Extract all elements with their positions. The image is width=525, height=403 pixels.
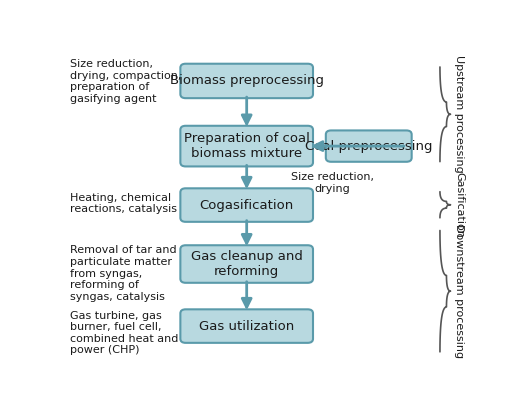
- FancyBboxPatch shape: [326, 131, 412, 162]
- Text: Removal of tar and
particulate matter
from syngas,
reforming of
syngas, catalysi: Removal of tar and particulate matter fr…: [70, 245, 176, 302]
- FancyBboxPatch shape: [181, 64, 313, 98]
- Text: Gasification: Gasification: [455, 172, 465, 238]
- Text: Size reduction,
drying, compaction,
preparation of
gasifying agent: Size reduction, drying, compaction, prep…: [70, 59, 181, 104]
- FancyBboxPatch shape: [181, 245, 313, 283]
- FancyBboxPatch shape: [181, 188, 313, 222]
- Text: Heating, chemical
reactions, catalysis: Heating, chemical reactions, catalysis: [70, 193, 177, 214]
- FancyBboxPatch shape: [181, 126, 313, 166]
- Text: Biomass preprocessing: Biomass preprocessing: [170, 75, 324, 87]
- Text: Coal preprocessing: Coal preprocessing: [305, 139, 433, 153]
- Text: Gas utilization: Gas utilization: [199, 320, 295, 332]
- Text: Upstream processing: Upstream processing: [455, 56, 465, 173]
- Text: Gas turbine, gas
burner, fuel cell,
combined heat and
power (CHP): Gas turbine, gas burner, fuel cell, comb…: [70, 311, 178, 355]
- FancyBboxPatch shape: [181, 310, 313, 343]
- Text: Cogasification: Cogasification: [200, 199, 294, 212]
- Text: Size reduction,
drying: Size reduction, drying: [291, 172, 374, 194]
- Text: Downstream processing: Downstream processing: [455, 224, 465, 358]
- Text: Gas cleanup and
reforming: Gas cleanup and reforming: [191, 250, 302, 278]
- Text: Preparation of coal
biomass mixture: Preparation of coal biomass mixture: [184, 132, 310, 160]
